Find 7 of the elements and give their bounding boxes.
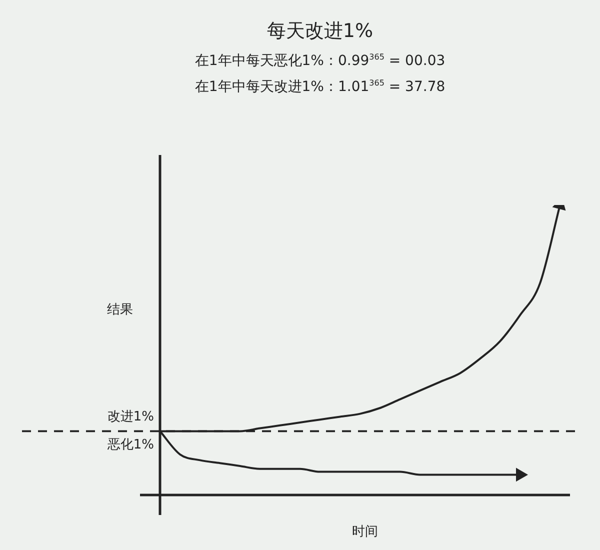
series-label: 改进1% bbox=[107, 410, 154, 425]
y-axis-title: 结果 bbox=[107, 302, 133, 318]
chart-title: 每天改进1% bbox=[266, 19, 374, 44]
series-label: 恶化1% bbox=[106, 438, 154, 453]
x-axis-title: 时间 bbox=[352, 524, 378, 540]
text: 在1年中每天改进1%：1.01$^{365}$ = 37.78 bbox=[194, 78, 446, 96]
text: 在1年中每天恶化1%：0.99$^{365}$ = 00.03 bbox=[194, 52, 446, 70]
